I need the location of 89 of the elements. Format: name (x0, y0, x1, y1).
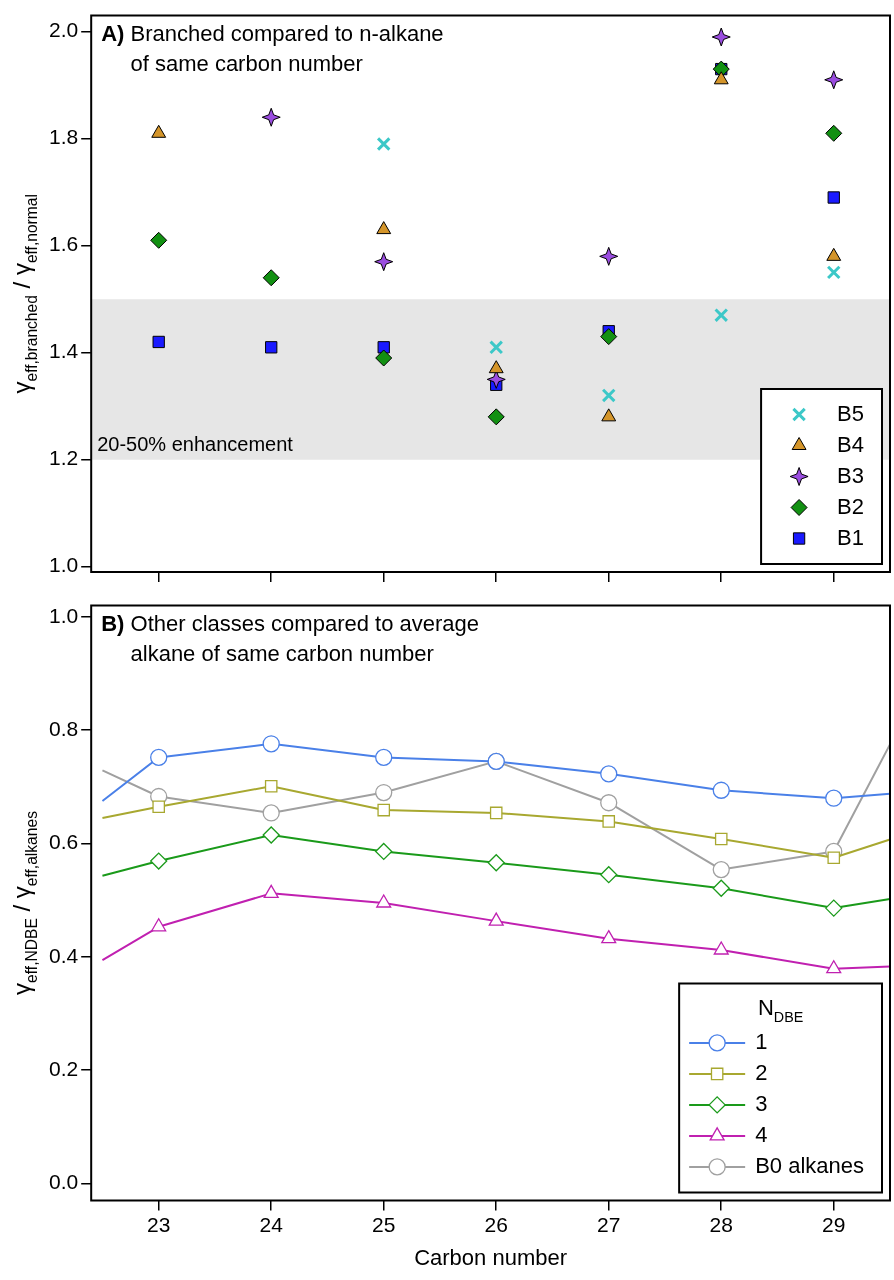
point (600, 794, 618, 812)
point (825, 124, 843, 142)
text: B) Other classes compared to average alkane of same carbon number (101, 610, 480, 666)
point (377, 803, 391, 817)
point (264, 780, 278, 793)
point (489, 806, 503, 820)
legend-label: 2 (755, 1059, 768, 1085)
point (714, 832, 728, 846)
point (262, 804, 280, 822)
x-tick-label: 28 (709, 1212, 733, 1236)
legend-label: B1 (837, 524, 865, 550)
legend-label: B0 alkanes (755, 1152, 865, 1178)
point (150, 852, 168, 870)
point (825, 789, 843, 807)
point (713, 941, 729, 955)
point (376, 894, 392, 908)
point (375, 783, 393, 802)
point (487, 854, 505, 872)
legend-label: 1 (755, 1028, 768, 1054)
point (151, 918, 167, 932)
point (713, 71, 729, 85)
point (374, 252, 394, 272)
point (262, 735, 280, 753)
legend-label: B4 (837, 431, 865, 457)
point (600, 328, 618, 346)
point (826, 265, 841, 280)
point (712, 781, 730, 799)
legend-label: 4 (755, 1121, 768, 1147)
point (601, 388, 616, 403)
point (152, 335, 165, 349)
y-tick-label: 1.0 (48, 553, 79, 577)
y-tick-label: 1.8 (48, 125, 79, 149)
point (601, 930, 617, 944)
point (375, 349, 393, 367)
y-tick-label: 1.2 (48, 446, 79, 470)
y-tick-label: 0.0 (48, 1170, 79, 1194)
x-tick-label: 24 (259, 1212, 284, 1236)
x-tick-label: 25 (372, 1212, 396, 1236)
point (488, 360, 504, 374)
point (150, 231, 168, 249)
point (375, 748, 393, 767)
point (262, 826, 280, 844)
point (487, 408, 505, 426)
x-tick-label: 29 (822, 1212, 846, 1236)
y-tick-label: 0.4 (48, 943, 79, 967)
point (824, 70, 844, 90)
y-tick-label: 2.0 (48, 18, 79, 42)
legend-label: B3 (837, 462, 865, 488)
x-tick-label: 27 (597, 1212, 621, 1236)
legend-label: B2 (837, 493, 865, 519)
point (825, 899, 843, 917)
y-tick-label: 1.0 (48, 603, 79, 627)
point (600, 765, 618, 783)
y-axis-title: γeff,branched / γeff,normal (8, 194, 41, 394)
point (489, 340, 504, 355)
y-tick-label: 0.8 (48, 717, 79, 741)
x-axis-title: Carbon number (414, 1244, 568, 1270)
y-tick-label: 0.6 (48, 830, 79, 854)
point (714, 308, 729, 323)
point (601, 408, 617, 422)
point (600, 866, 618, 884)
point (826, 960, 842, 974)
point (602, 815, 616, 828)
point (599, 246, 619, 266)
x-tick-label: 26 (484, 1212, 508, 1236)
point (827, 191, 840, 204)
y-tick-label: 1.6 (48, 232, 79, 256)
point (375, 842, 393, 861)
point (262, 269, 280, 287)
point (712, 879, 730, 897)
point (827, 851, 841, 864)
y-axis-title: γeff,NDBE / γeff,alkanes (8, 810, 41, 995)
x-tick-label: 23 (147, 1212, 171, 1236)
legend-label: B5 (837, 400, 865, 426)
point (711, 27, 731, 47)
text: A) Branched compared to n-alkane of same carbon number (101, 20, 444, 76)
y-tick-label: 1.4 (48, 339, 79, 363)
point (265, 341, 278, 354)
point (261, 107, 281, 127)
legend-label: 3 (755, 1090, 768, 1116)
point (488, 912, 504, 926)
point (263, 884, 279, 899)
band-label: 20-50% enhancement (97, 433, 294, 456)
point (150, 748, 168, 767)
point (152, 800, 166, 814)
point (376, 221, 392, 235)
point (712, 860, 730, 879)
y-tick-label: 0.2 (48, 1056, 79, 1080)
point (376, 136, 391, 152)
